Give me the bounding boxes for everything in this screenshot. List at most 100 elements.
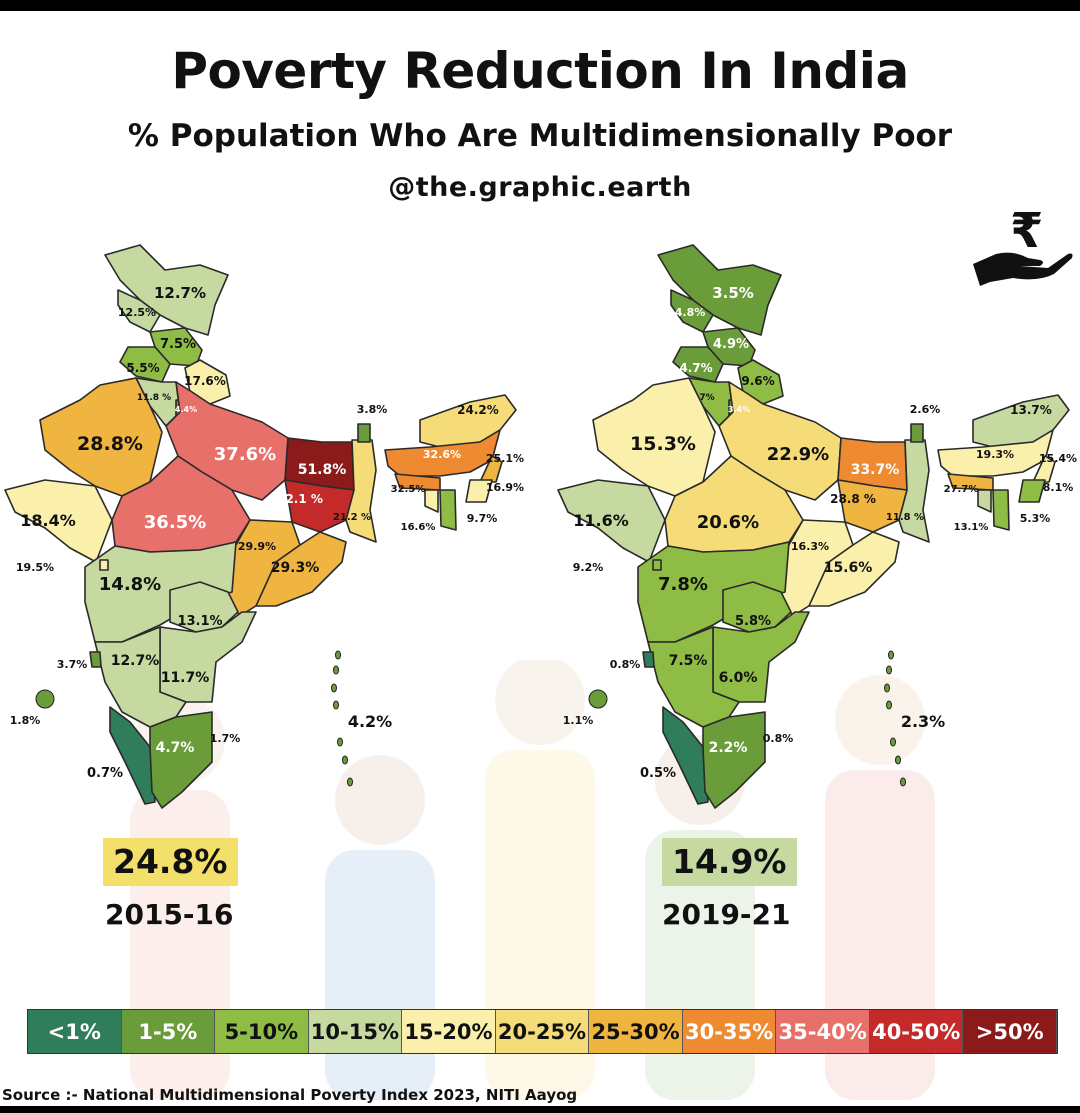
andaman-island: [900, 777, 906, 787]
state-value-label: 16.6%: [401, 522, 436, 533]
andaman-island: [331, 683, 337, 693]
state-value-label: 0.7%: [87, 766, 123, 781]
state-value-label: 19.3%: [976, 448, 1014, 461]
state-value-label: 29.9%: [238, 540, 276, 553]
state-region: [977, 489, 992, 513]
state-region: [898, 439, 930, 543]
color-legend: <1% 1-5% 5-10% 10-15% 15-20% 20-25% 25-30% 30-3…: [27, 1009, 1058, 1054]
state-region: [345, 439, 377, 543]
state-value-label: 15.6%: [824, 560, 873, 576]
state-value-label: 16.9%: [486, 481, 524, 494]
state-value-label: 12.5%: [118, 306, 156, 319]
andaman-island: [333, 665, 339, 675]
state-region: [992, 489, 1010, 531]
state-value-label: 24.2%: [457, 403, 499, 417]
state-region: [647, 626, 740, 728]
andaman-island: [890, 737, 896, 747]
total-2015-16: 24.8%: [103, 838, 238, 886]
india-map-2015-16: 12.7% 12.5% 7.5%5.5% 11.8 % 4.4% 17.6% 28.8% 18…: [4, 244, 524, 809]
state-value-label: 22.9%: [767, 444, 829, 465]
source-note: Source :- National Multidimensional Pove…: [2, 1086, 578, 1104]
state-value-label: 11.7%: [161, 670, 210, 686]
state-value-label: 3.8%: [357, 403, 388, 416]
state-value-label: 4.7%: [679, 361, 712, 375]
state-value-label: 15.3%: [630, 433, 696, 455]
andaman-island: [886, 665, 892, 675]
legend-item: 25-30%: [589, 1010, 683, 1053]
state-region: [652, 559, 662, 571]
state-value-label: 9.7%: [467, 512, 498, 525]
state-value-label: 4.4%: [175, 405, 197, 414]
bottom-border: [0, 1106, 1080, 1113]
state-value-label: 36.5%: [144, 512, 206, 533]
andaman-island: [342, 755, 348, 765]
andaman-island: [886, 700, 892, 710]
state-value-label: 11.8 %: [137, 393, 171, 403]
state-value-label: 12.7%: [111, 653, 160, 669]
state-value-label: 4.7%: [156, 740, 195, 756]
legend-item: 40-50%: [869, 1010, 964, 1053]
state-value-label: 0.5%: [640, 766, 676, 781]
svg-text:₹: ₹: [1010, 203, 1043, 259]
state-value-label: 7.5%: [669, 653, 708, 669]
state-region: [39, 377, 163, 497]
legend-item: 5-10%: [215, 1010, 309, 1053]
andaman-island: [337, 737, 343, 747]
state-value-label: 19.5%: [16, 561, 54, 574]
state-value-label: 29.3%: [271, 560, 320, 576]
state-value-label: 3.4%: [728, 405, 750, 414]
state-region: [722, 581, 792, 633]
legend-item: 15-20%: [402, 1010, 496, 1053]
state-value-label: 20.6%: [697, 512, 759, 533]
state-value-label: 14.8%: [99, 574, 161, 595]
period-2019-21: 2019-21: [662, 898, 791, 931]
legend-item: >50%: [963, 1010, 1058, 1053]
state-value-label: 3.7%: [57, 658, 88, 671]
state-value-label: 2.3%: [901, 712, 945, 731]
state-value-label: 42.1 %: [277, 492, 323, 506]
andaman-island: [895, 755, 901, 765]
legend-item: 35-40%: [776, 1010, 870, 1053]
india-map-2019-21: 3.5% 4.8% 4.9%4.7% 7% 3.4% 9.6% 15.3% 11.6% 22.9…: [557, 244, 1077, 809]
state-value-label: 32.6%: [423, 448, 461, 461]
state-region: [465, 479, 493, 503]
state-region: [657, 244, 782, 336]
state-region: [109, 706, 156, 805]
state-value-label: 13.7%: [1010, 403, 1052, 417]
state-region: [808, 531, 900, 607]
state-value-label: 4.8%: [675, 306, 706, 319]
state-value-label: 33.7%: [851, 462, 900, 478]
andaman-island: [335, 650, 341, 660]
state-value-label: 0.8%: [763, 732, 794, 745]
state-value-label: 9.6%: [741, 374, 774, 388]
state-region: [424, 489, 439, 513]
page-subtitle: % Population Who Are Multidimensionally …: [127, 118, 953, 154]
state-region: [937, 429, 1054, 477]
legend-item: 10-15%: [308, 1010, 403, 1053]
lakshadweep-region: [588, 689, 608, 709]
andaman-island: [888, 650, 894, 660]
state-region: [149, 711, 213, 809]
period-2015-16: 2015-16: [105, 898, 234, 931]
state-value-label: 1.8%: [10, 714, 41, 727]
state-value-label: 0.8%: [610, 658, 641, 671]
state-value-label: 6.0%: [719, 670, 758, 686]
state-value-label: 13.1%: [954, 522, 989, 533]
rupee-hand-icon: ₹: [973, 203, 1073, 286]
author-handle: @the.graphic.earth: [388, 172, 692, 203]
top-border: [0, 0, 1080, 11]
state-value-label: 16.3%: [791, 540, 829, 553]
legend-item: 30-35%: [682, 1010, 777, 1053]
page-title: Poverty Reduction In India: [171, 42, 909, 100]
legend-item: 1-5%: [121, 1010, 216, 1053]
lakshadweep-region: [35, 689, 55, 709]
state-region: [592, 377, 716, 497]
andaman-island: [333, 700, 339, 710]
state-value-label: 7.8%: [658, 574, 708, 595]
state-value-label: 28.8 %: [830, 492, 876, 506]
state-value-label: 17.6%: [184, 374, 226, 388]
state-value-label: 32.5%: [391, 484, 426, 495]
state-value-label: 3.5%: [712, 284, 754, 302]
state-region: [439, 489, 457, 531]
state-value-label: 11.6%: [573, 511, 629, 530]
